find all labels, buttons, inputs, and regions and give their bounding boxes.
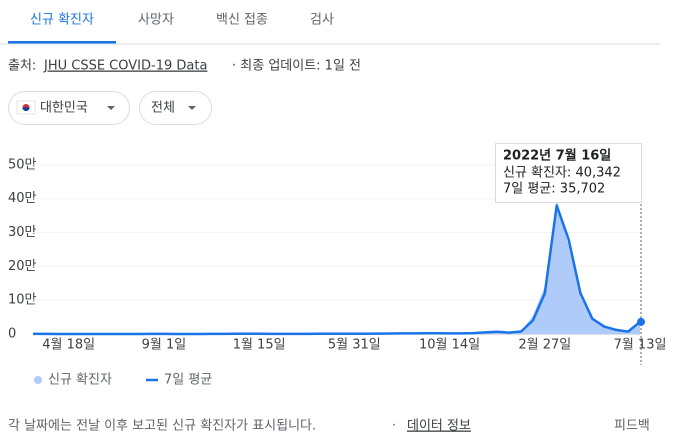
footer-separator: · — [392, 419, 396, 434]
y-tick-label: 30만 — [8, 225, 37, 240]
y-tick-label: 20만 — [8, 259, 37, 274]
legend-swatch — [34, 376, 42, 384]
x-tick-label: 1월 15일 — [233, 338, 286, 353]
dropdown-arrow — [107, 106, 115, 110]
y-tick-label: 0 — [8, 327, 16, 342]
tooltip-date: 2022년 7월 16일 — [503, 148, 611, 164]
tooltip-cases: 신규 확진자: 40,342 — [503, 166, 621, 181]
tab[interactable]: 백신 접종 — [216, 13, 268, 28]
source-label: 출처: — [8, 59, 36, 74]
y-tick-label: 10만 — [8, 293, 37, 308]
average-line — [33, 204, 641, 336]
x-tick-label: 5월 31일 — [328, 338, 381, 353]
filter-label: 대한민국 — [40, 101, 88, 116]
x-tick-label: 2월 27일 — [518, 338, 571, 353]
plot: 0 10만 20만 30만 40만 50만 4월 18일 9월 1일 1월 15일 5월 31일 1… — [8, 143, 667, 388]
filter-label: 전체 — [151, 101, 175, 116]
dropdown-arrow — [188, 106, 196, 110]
legend-label: 7일 평균 — [164, 373, 212, 388]
x-tick-label: 9월 1일 — [142, 338, 187, 353]
x-tick-label: 4월 18일 — [42, 338, 95, 353]
filter-chip[interactable] — [8, 91, 130, 125]
y-tick-label: 40만 — [8, 191, 37, 206]
x-tick-label: 7월 13일 — [614, 338, 667, 353]
tab-indicator — [8, 41, 116, 44]
tab[interactable]: 검사 — [310, 13, 334, 28]
tooltip-box — [495, 143, 642, 203]
feedback[interactable]: 피드백 — [614, 419, 650, 434]
footer-link[interactable]: 데이터 정보 — [407, 419, 471, 434]
tab-active[interactable]: 신규 확진자 — [30, 13, 94, 28]
legend-label: 신규 확진자 — [48, 373, 112, 388]
hover-point — [637, 317, 645, 326]
flag — [16, 100, 36, 115]
footer-note: 각 날짜에는 전날 이후 보고된 신규 확진자가 표시됩니다. — [8, 419, 316, 434]
tooltip-average: 7일 평균: 35,702 — [503, 182, 605, 197]
source-link[interactable]: JHU CSSE COVID-19 Data — [43, 59, 207, 74]
x-tick-label: 10월 14일 — [419, 338, 480, 353]
tab[interactable]: 사망자 — [138, 13, 174, 28]
source-updated: · 최종 업데이트: 1일 전 — [232, 59, 361, 74]
filter-chip[interactable] — [139, 91, 212, 125]
y-tick-label: 50만 — [8, 157, 37, 172]
daily-area — [33, 198, 640, 334]
